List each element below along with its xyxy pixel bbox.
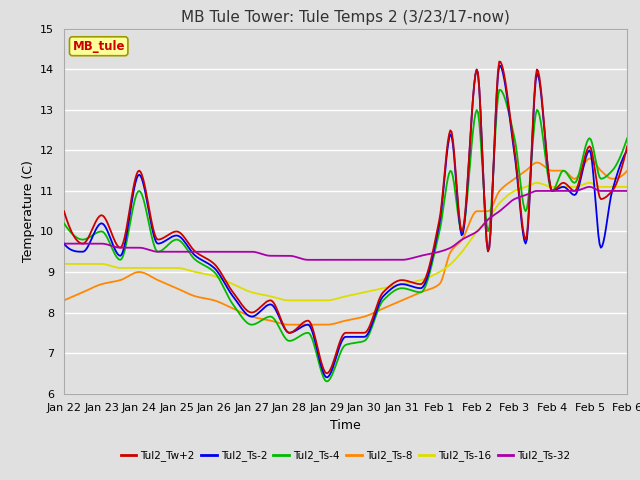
Title: MB Tule Tower: Tule Temps 2 (3/23/17-now): MB Tule Tower: Tule Temps 2 (3/23/17-now… bbox=[181, 10, 510, 25]
Legend: Tul2_Tw+2, Tul2_Ts-2, Tul2_Ts-4, Tul2_Ts-8, Tul2_Ts-16, Tul2_Ts-32: Tul2_Tw+2, Tul2_Ts-2, Tul2_Ts-4, Tul2_Ts… bbox=[116, 446, 575, 466]
Y-axis label: Temperature (C): Temperature (C) bbox=[22, 160, 35, 262]
X-axis label: Time: Time bbox=[330, 419, 361, 432]
Text: MB_tule: MB_tule bbox=[72, 40, 125, 53]
